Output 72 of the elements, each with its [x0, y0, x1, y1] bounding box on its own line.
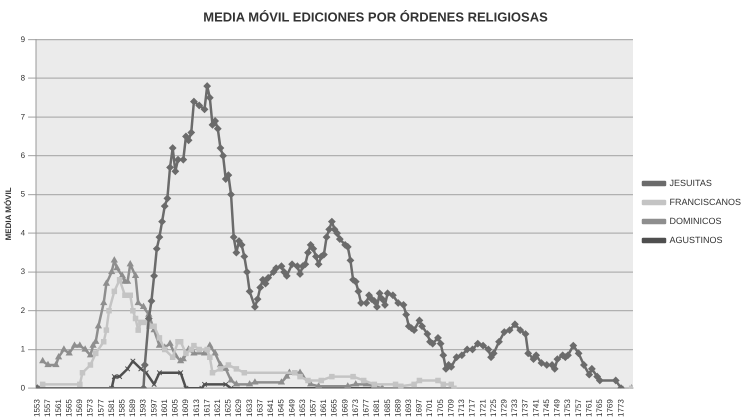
- x-tick-label: 1581: [106, 398, 116, 417]
- x-tick-label: 1661: [319, 398, 328, 417]
- x-tick-label: 1573: [86, 398, 95, 417]
- x-tick-label: 1749: [552, 398, 562, 417]
- x-tick-label: 1589: [128, 398, 138, 417]
- y-tick-label: 7: [20, 112, 26, 122]
- x-tick-label: 1721: [478, 398, 488, 417]
- x-tick-label: 1621: [212, 398, 222, 417]
- x-tick-label: 1769: [606, 398, 615, 417]
- legend-label: FRANCISCANOS: [669, 196, 742, 207]
- x-tick-label: 1561: [54, 398, 63, 417]
- x-tick-label: 1553: [32, 398, 42, 417]
- y-tick-label: 9: [20, 34, 26, 44]
- x-tick-label: 1717: [468, 398, 477, 417]
- x-tick-label: 1597: [149, 398, 158, 417]
- x-tick-label: 1565: [64, 398, 74, 417]
- x-tick-label: 1617: [202, 398, 212, 417]
- x-tick-label: 1613: [192, 398, 201, 417]
- y-tick-label: 0: [20, 383, 26, 392]
- x-tick-label: 1765: [595, 398, 604, 417]
- x-tick-label: 1685: [382, 398, 392, 417]
- x-tick-label: 1593: [138, 398, 148, 417]
- x-tick-label: 1577: [96, 398, 106, 417]
- x-tick-label: 1713: [457, 398, 466, 417]
- x-tick-label: 1741: [531, 398, 540, 417]
- x-tick-label: 1669: [340, 398, 350, 417]
- y-tick-label: 3: [20, 267, 26, 276]
- x-tick-label: 1569: [75, 398, 84, 417]
- x-tick-label: 1629: [234, 398, 244, 417]
- x-tick-label: 1585: [117, 398, 126, 417]
- x-tick-label: 1693: [404, 398, 414, 417]
- x-tick-label: 1677: [362, 398, 371, 417]
- x-tick-label: 1737: [520, 398, 530, 417]
- x-tick-label: 1689: [393, 398, 402, 417]
- x-tick-label: 1745: [542, 398, 551, 417]
- x-tick-label: 1733: [510, 398, 520, 417]
- x-tick-label: 1625: [224, 398, 233, 417]
- x-tick-label: 1757: [574, 398, 583, 417]
- x-tick-label: 1681: [372, 398, 382, 417]
- x-tick-label: 1753: [563, 398, 572, 417]
- x-tick-label: 1701: [425, 398, 434, 417]
- x-tick-label: 1653: [298, 398, 307, 417]
- x-tick-label: 1761: [584, 398, 594, 417]
- x-tick-label: 1557: [43, 398, 52, 417]
- x-tick-label: 1637: [255, 398, 264, 417]
- x-tick-label: 1725: [488, 398, 498, 417]
- x-tick-label: 1665: [330, 398, 339, 417]
- x-tick-label: 1657: [308, 398, 318, 417]
- y-tick-label: 8: [20, 74, 26, 83]
- x-tick-label: 1729: [500, 398, 509, 417]
- y-axis-title: MEDIA MÓVIL: [3, 187, 14, 240]
- x-tick-label: 1673: [350, 398, 360, 417]
- x-tick-label: 1605: [170, 398, 180, 417]
- x-tick-label: 1641: [266, 398, 276, 417]
- chart-title: MEDIA MÓVIL EDICIONES POR ÓRDENES RELIGIOSAS: [203, 9, 548, 24]
- x-tick-label: 1601: [160, 398, 169, 417]
- y-tick-label: 4: [20, 228, 26, 238]
- legend-label: AGUSTINOS: [669, 234, 723, 245]
- y-tick-label: 2: [20, 306, 26, 315]
- x-tick-label: 1705: [436, 398, 445, 417]
- x-tick-label: 1649: [287, 398, 296, 417]
- x-tick-label: 1773: [616, 398, 626, 417]
- x-tick-label: 1697: [414, 398, 424, 417]
- y-tick-label: 5: [20, 190, 26, 199]
- x-tick-label: 1645: [276, 398, 286, 417]
- x-tick-label: 1609: [181, 398, 190, 417]
- x-tick-label: 1709: [446, 398, 456, 417]
- x-tick-label: 1633: [244, 398, 254, 417]
- y-tick-label: 1: [20, 344, 26, 354]
- legend-label: DOMINICOS: [669, 216, 722, 226]
- legend-label: JESUITAS: [669, 178, 712, 188]
- y-tick-label: 6: [20, 151, 26, 160]
